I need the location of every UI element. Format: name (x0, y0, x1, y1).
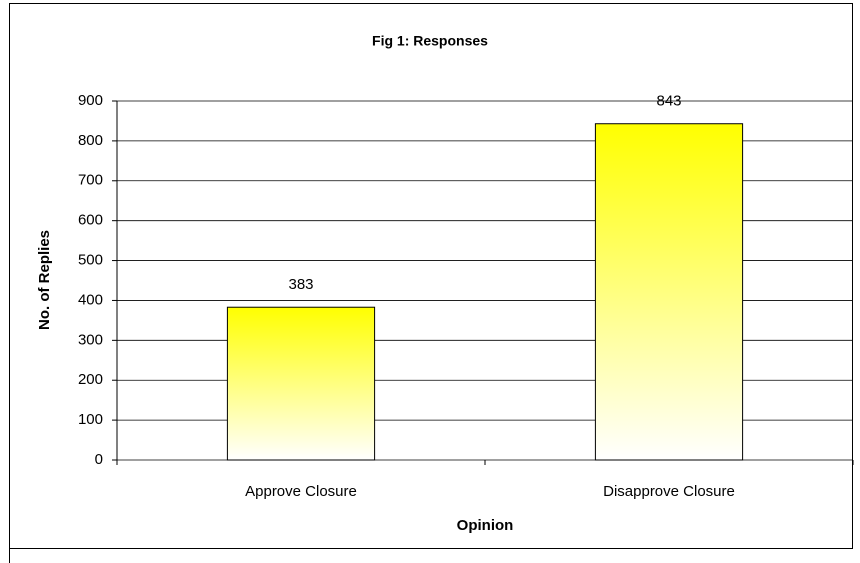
y-tick-label: 200 (78, 371, 103, 388)
y-tick-label: 100 (78, 411, 103, 428)
y-axis-label: No. of Replies (36, 230, 53, 330)
chart-title: Fig 1: Responses (372, 33, 488, 49)
y-tick-label: 0 (95, 451, 103, 468)
y-tick-label: 400 (78, 291, 103, 308)
y-tick-label: 900 (78, 92, 103, 109)
bar (226, 306, 376, 461)
y-tick-label: 600 (78, 212, 103, 229)
data-label: 843 (656, 93, 681, 110)
y-tick-label: 700 (78, 172, 103, 189)
x-tick-label: Disapprove Closure (603, 483, 735, 500)
y-tick-label: 800 (78, 132, 103, 149)
y-tick-label: 300 (78, 331, 103, 348)
chart-frame (9, 3, 853, 549)
x-axis-label: Opinion (457, 517, 514, 534)
x-tick-label: Approve Closure (245, 483, 357, 500)
data-label: 383 (288, 276, 313, 293)
y-tick-label: 500 (78, 252, 103, 269)
bar (594, 123, 744, 461)
